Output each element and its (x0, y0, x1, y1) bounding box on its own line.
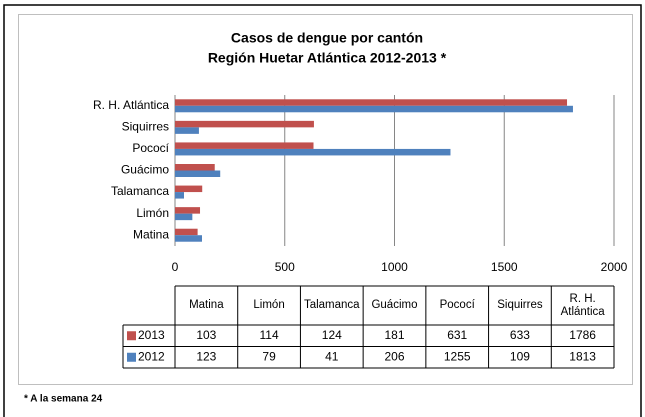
table-header: Siquirres (497, 299, 543, 311)
table-header-cell: Limón (253, 299, 285, 311)
x-tick-label: 2000 (601, 260, 628, 274)
table-header: Pococí (439, 299, 475, 311)
bar (175, 120, 314, 128)
table-header-cell: Matina (189, 299, 224, 311)
bar (175, 99, 568, 106)
table-value: 1813 (569, 349, 596, 363)
footnote: * A la semana 24 (24, 394, 103, 405)
chart-frame (18, 14, 633, 385)
table-header-cell: Siquirres (497, 299, 543, 311)
table-value: 109 (510, 349, 530, 363)
y-tick-label: R. H. Atlántica (93, 98, 169, 112)
x-tick-label: 1500 (491, 260, 518, 274)
table-header-cell: Guácimo (371, 299, 418, 311)
bar (175, 213, 193, 221)
table-value: 631 (447, 328, 467, 342)
table-header: Guácimo (371, 299, 418, 311)
table-header-cell: R. H. Atlántica (560, 292, 605, 318)
table-value: 124 (322, 328, 342, 342)
table-value: 103 (196, 328, 216, 342)
bar (175, 148, 451, 156)
outer-frame (3, 4, 642, 417)
table-value: 114 (260, 328, 279, 342)
bar (175, 185, 203, 193)
chart-title: Casos de dengue por cantón (231, 30, 423, 46)
table-value: 206 (384, 349, 404, 363)
x-tick-label: 0 (172, 260, 179, 274)
y-tick-label: Guácimo (121, 163, 169, 177)
bar (175, 207, 201, 214)
table-value: 1255 (444, 349, 471, 363)
table-value: 79 (262, 349, 276, 363)
y-tick-label: Pococí (132, 141, 169, 155)
bar (175, 127, 199, 134)
table-value: 633 (510, 328, 530, 342)
table-value: 123 (196, 349, 216, 363)
table-header: R. H. Atlántica (560, 292, 605, 318)
bar (175, 170, 221, 177)
x-tick-label: 500 (275, 260, 295, 274)
y-tick-label: Siquirres (122, 120, 169, 134)
table-header: Matina (189, 299, 224, 311)
legend-swatch (127, 352, 136, 362)
table-value: 181 (384, 328, 404, 342)
table-value: 41 (325, 349, 339, 363)
bar (175, 142, 314, 149)
table-header-cell: Pococí (439, 299, 475, 311)
bar (175, 164, 215, 171)
bar (175, 192, 184, 199)
table-header: Talamanca (303, 299, 360, 311)
table-header-cell: Talamanca (303, 299, 360, 311)
x-tick-label: 1000 (381, 260, 408, 274)
table-value: 1786 (569, 328, 596, 342)
y-tick-label: Talamanca (111, 184, 169, 198)
bar (175, 105, 573, 113)
y-tick-label: Limón (136, 206, 169, 220)
legend-label: 2012 (138, 349, 165, 363)
legend-swatch (127, 331, 136, 341)
legend-label: 2013 (138, 328, 165, 342)
chart-subtitle: Región Huetar Atlántica 2012-2013 * (208, 50, 447, 66)
bar (175, 235, 202, 242)
y-tick-label: Matina (133, 227, 169, 241)
table-header: Limón (253, 299, 285, 311)
bar (175, 228, 198, 236)
